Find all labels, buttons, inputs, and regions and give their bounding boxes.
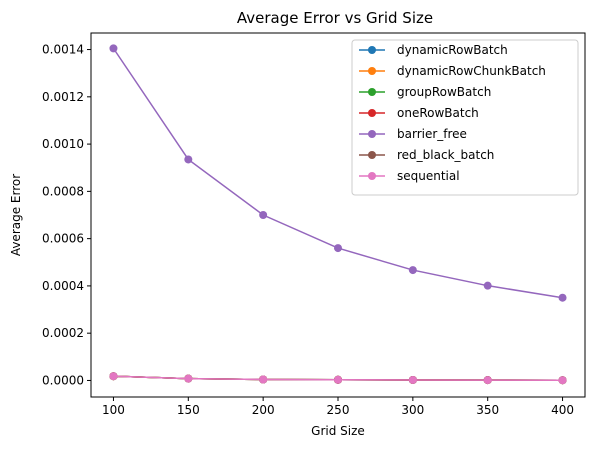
data-point xyxy=(334,375,342,384)
legend-item: groupRowBatch xyxy=(359,85,491,99)
series-sequential xyxy=(109,372,567,385)
legend-box xyxy=(351,39,579,196)
y-tick-label: 0.0004 xyxy=(42,279,84,293)
data-point xyxy=(109,44,118,53)
series-barrier_free xyxy=(109,44,567,302)
legend-label: barrier_free xyxy=(397,127,467,141)
legend: dynamicRowBatch dynamicRowChunkBatch group… xyxy=(351,39,579,196)
legend-label: sequential xyxy=(397,169,460,183)
data-point xyxy=(558,376,567,385)
legend-item: dynamicRowChunkBatch xyxy=(359,64,546,78)
plot-area xyxy=(109,44,567,385)
legend-label: groupRowBatch xyxy=(397,85,491,99)
x-axis: 100 150 200 250 300 350 400 xyxy=(102,397,574,417)
y-tick-label: 0.0006 xyxy=(42,232,84,246)
legend-marker xyxy=(368,109,376,117)
data-point xyxy=(259,375,268,384)
x-tick-label: 250 xyxy=(327,403,350,417)
x-tick-label: 100 xyxy=(102,403,125,417)
legend-marker xyxy=(368,172,376,180)
legend-marker xyxy=(368,130,376,138)
legend-item: dynamicRowBatch xyxy=(359,43,508,57)
legend-marker xyxy=(368,67,376,75)
legend-label: red_black_batch xyxy=(397,148,494,162)
data-point xyxy=(558,293,567,302)
y-axis-label: Average Error xyxy=(9,174,23,256)
data-point xyxy=(184,374,193,383)
y-axis: 0.0000 0.0002 0.0004 0.0006 0.0008 0.0010 0.00… xyxy=(42,43,91,387)
legend-item: oneRowBatch xyxy=(359,106,479,120)
data-point xyxy=(408,266,417,275)
data-point xyxy=(483,281,492,290)
legend-label: dynamicRowBatch xyxy=(397,43,508,57)
legend-item: barrier_free xyxy=(359,127,467,141)
data-point xyxy=(184,155,193,164)
data-point xyxy=(259,211,268,219)
data-point xyxy=(109,372,118,381)
x-axis-label: Grid Size xyxy=(311,424,365,438)
legend-marker xyxy=(368,88,376,96)
y-tick-label: 0.0008 xyxy=(42,184,84,198)
x-tick-label: 400 xyxy=(551,403,574,417)
legend-item: sequential xyxy=(359,169,460,183)
data-point xyxy=(483,376,492,385)
legend-item: red_black_batch xyxy=(359,148,494,162)
legend-marker xyxy=(368,151,376,159)
legend-marker xyxy=(368,46,376,54)
x-tick-label: 350 xyxy=(476,403,499,417)
chart-title: Average Error vs Grid Size xyxy=(237,9,433,27)
legend-label: dynamicRowChunkBatch xyxy=(397,64,546,78)
y-tick-label: 0.0014 xyxy=(42,43,84,57)
x-tick-label: 300 xyxy=(401,403,424,417)
x-tick-label: 200 xyxy=(252,403,275,417)
data-point xyxy=(334,244,342,253)
x-tick-label: 150 xyxy=(177,403,200,417)
y-tick-label: 0.0012 xyxy=(42,90,84,104)
data-point xyxy=(408,375,417,384)
y-tick-label: 0.0002 xyxy=(42,326,84,340)
y-tick-label: 0.0000 xyxy=(42,373,84,387)
y-tick-label: 0.0010 xyxy=(42,137,84,151)
legend-label: oneRowBatch xyxy=(397,106,479,120)
